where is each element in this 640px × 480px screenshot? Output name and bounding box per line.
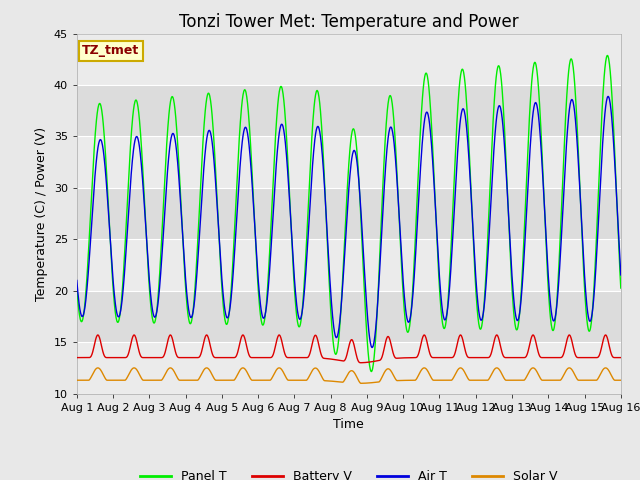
Legend: Panel T, Battery V, Air T, Solar V: Panel T, Battery V, Air T, Solar V [135, 465, 563, 480]
Solar V [570, 369, 577, 374]
Solar V [287, 377, 294, 383]
Panel T [287, 207, 294, 213]
Panel T [433, 227, 440, 232]
Y-axis label: Temperature (C) / Power (V): Temperature (C) / Power (V) [35, 127, 48, 300]
Solar V [357, 381, 365, 386]
Air T [522, 219, 530, 225]
Air T [433, 224, 440, 229]
Battery V [193, 355, 201, 360]
Air T [300, 298, 307, 304]
Air T [193, 270, 201, 276]
Line: Battery V: Battery V [77, 335, 621, 363]
Title: Tonzi Tower Met: Temperature and Power: Tonzi Tower Met: Temperature and Power [179, 12, 518, 31]
Air T [287, 209, 294, 215]
Panel T [604, 53, 611, 59]
Air T [369, 345, 376, 350]
Battery V [287, 355, 294, 360]
Battery V [356, 360, 364, 366]
Solar V [433, 377, 441, 383]
Solar V [300, 377, 308, 383]
Air T [569, 98, 577, 104]
Battery V [73, 355, 81, 360]
Line: Panel T: Panel T [77, 56, 621, 372]
Air T [617, 272, 625, 278]
Line: Solar V: Solar V [77, 368, 621, 384]
Solar V [522, 374, 530, 380]
Bar [77, 136, 621, 188]
Solar V [617, 377, 625, 383]
Bar [77, 188, 621, 240]
Panel T [193, 253, 201, 259]
Panel T [569, 62, 577, 68]
Bar [77, 291, 621, 342]
Battery V [529, 332, 537, 338]
Line: Air T: Air T [77, 96, 621, 348]
Battery V [300, 355, 307, 360]
Air T [73, 277, 81, 283]
Battery V [522, 354, 530, 360]
Bar [77, 34, 621, 85]
Battery V [433, 355, 440, 360]
Solar V [73, 377, 81, 383]
Battery V [617, 355, 625, 360]
Panel T [367, 369, 375, 374]
Solar V [193, 377, 201, 383]
Panel T [617, 285, 625, 291]
Text: TZ_tmet: TZ_tmet [82, 44, 140, 58]
Air T [604, 94, 612, 99]
Battery V [570, 344, 577, 350]
Bar [77, 85, 621, 136]
Panel T [300, 292, 307, 298]
Solar V [94, 365, 102, 371]
Panel T [73, 285, 81, 290]
Panel T [522, 189, 530, 195]
Bar [77, 342, 621, 394]
X-axis label: Time: Time [333, 418, 364, 431]
Bar [77, 240, 621, 291]
